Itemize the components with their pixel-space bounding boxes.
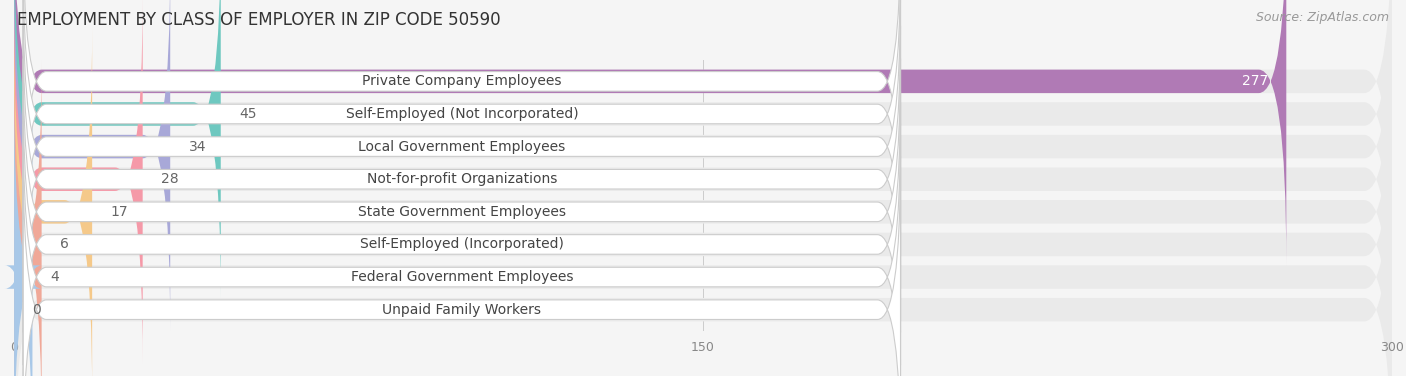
FancyBboxPatch shape bbox=[14, 126, 1392, 376]
FancyBboxPatch shape bbox=[24, 0, 900, 267]
FancyBboxPatch shape bbox=[24, 26, 900, 332]
FancyBboxPatch shape bbox=[14, 0, 170, 331]
Text: 17: 17 bbox=[111, 205, 128, 219]
Text: 0: 0 bbox=[32, 303, 41, 317]
FancyBboxPatch shape bbox=[14, 0, 1286, 265]
Text: Not-for-profit Organizations: Not-for-profit Organizations bbox=[367, 172, 557, 186]
FancyBboxPatch shape bbox=[24, 156, 900, 376]
Text: 45: 45 bbox=[239, 107, 257, 121]
FancyBboxPatch shape bbox=[24, 59, 900, 365]
Text: 277: 277 bbox=[1241, 74, 1268, 88]
Text: State Government Employees: State Government Employees bbox=[359, 205, 565, 219]
Text: 34: 34 bbox=[188, 139, 207, 153]
Text: Federal Government Employees: Federal Government Employees bbox=[350, 270, 574, 284]
Text: Self-Employed (Incorporated): Self-Employed (Incorporated) bbox=[360, 238, 564, 252]
FancyBboxPatch shape bbox=[14, 28, 93, 376]
FancyBboxPatch shape bbox=[14, 0, 1392, 363]
Text: Unpaid Family Workers: Unpaid Family Workers bbox=[382, 303, 541, 317]
Text: Self-Employed (Not Incorporated): Self-Employed (Not Incorporated) bbox=[346, 107, 578, 121]
FancyBboxPatch shape bbox=[14, 0, 1392, 265]
FancyBboxPatch shape bbox=[14, 93, 1392, 376]
FancyBboxPatch shape bbox=[24, 0, 900, 235]
FancyBboxPatch shape bbox=[14, 28, 1392, 376]
FancyBboxPatch shape bbox=[24, 91, 900, 376]
FancyBboxPatch shape bbox=[14, 0, 1392, 331]
FancyBboxPatch shape bbox=[24, 0, 900, 300]
Text: 4: 4 bbox=[51, 270, 59, 284]
Text: Private Company Employees: Private Company Employees bbox=[363, 74, 561, 88]
FancyBboxPatch shape bbox=[14, 61, 1392, 376]
FancyBboxPatch shape bbox=[14, 0, 1392, 298]
FancyBboxPatch shape bbox=[4, 93, 42, 376]
FancyBboxPatch shape bbox=[14, 0, 142, 363]
FancyBboxPatch shape bbox=[14, 61, 42, 376]
FancyBboxPatch shape bbox=[14, 0, 221, 298]
Text: 6: 6 bbox=[60, 238, 69, 252]
Text: Local Government Employees: Local Government Employees bbox=[359, 139, 565, 153]
Text: Source: ZipAtlas.com: Source: ZipAtlas.com bbox=[1256, 11, 1389, 24]
Text: 28: 28 bbox=[162, 172, 179, 186]
Text: EMPLOYMENT BY CLASS OF EMPLOYER IN ZIP CODE 50590: EMPLOYMENT BY CLASS OF EMPLOYER IN ZIP C… bbox=[17, 11, 501, 29]
FancyBboxPatch shape bbox=[24, 124, 900, 376]
